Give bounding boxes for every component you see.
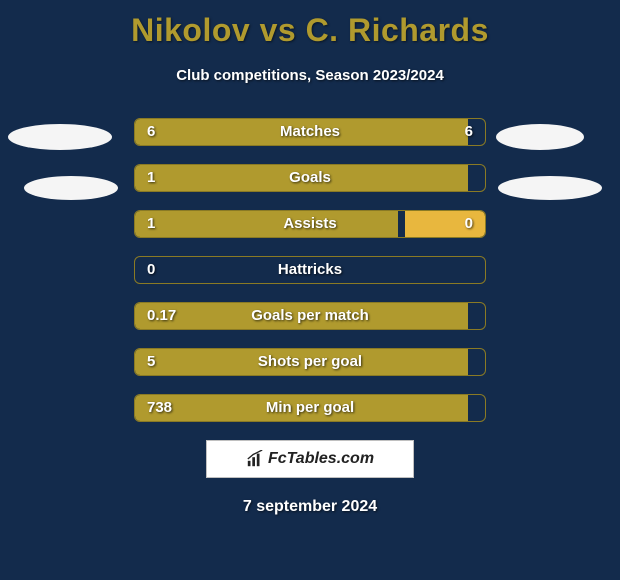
- chart-icon: [246, 450, 264, 468]
- date-label: 7 september 2024: [0, 498, 620, 516]
- stat-row: 5Shots per goal: [134, 348, 486, 376]
- comparison-bars: 6Matches61Goals1Assists00Hattricks0.17Go…: [134, 118, 486, 422]
- stat-label: Matches: [135, 119, 485, 145]
- stat-row: 1Goals: [134, 164, 486, 192]
- decorative-ellipse: [24, 176, 118, 200]
- right-value: 0: [465, 211, 473, 237]
- stat-row: 738Min per goal: [134, 394, 486, 422]
- stat-row: 0.17Goals per match: [134, 302, 486, 330]
- decorative-ellipse: [496, 124, 584, 150]
- stat-label: Hattricks: [135, 257, 485, 283]
- stat-row: 1Assists0: [134, 210, 486, 238]
- right-value: 6: [465, 119, 473, 145]
- stat-label: Shots per goal: [135, 349, 485, 375]
- subtitle: Club competitions, Season 2023/2024: [0, 67, 620, 84]
- logo-text: FcTables.com: [268, 450, 374, 468]
- stat-row: 6Matches6: [134, 118, 486, 146]
- logo-box: FcTables.com: [206, 440, 414, 478]
- page-title: Nikolov vs C. Richards: [0, 0, 620, 49]
- stat-label: Min per goal: [135, 395, 485, 421]
- stat-label: Assists: [135, 211, 485, 237]
- decorative-ellipse: [8, 124, 112, 150]
- stat-row: 0Hattricks: [134, 256, 486, 284]
- stat-label: Goals per match: [135, 303, 485, 329]
- decorative-ellipse: [498, 176, 602, 200]
- stat-label: Goals: [135, 165, 485, 191]
